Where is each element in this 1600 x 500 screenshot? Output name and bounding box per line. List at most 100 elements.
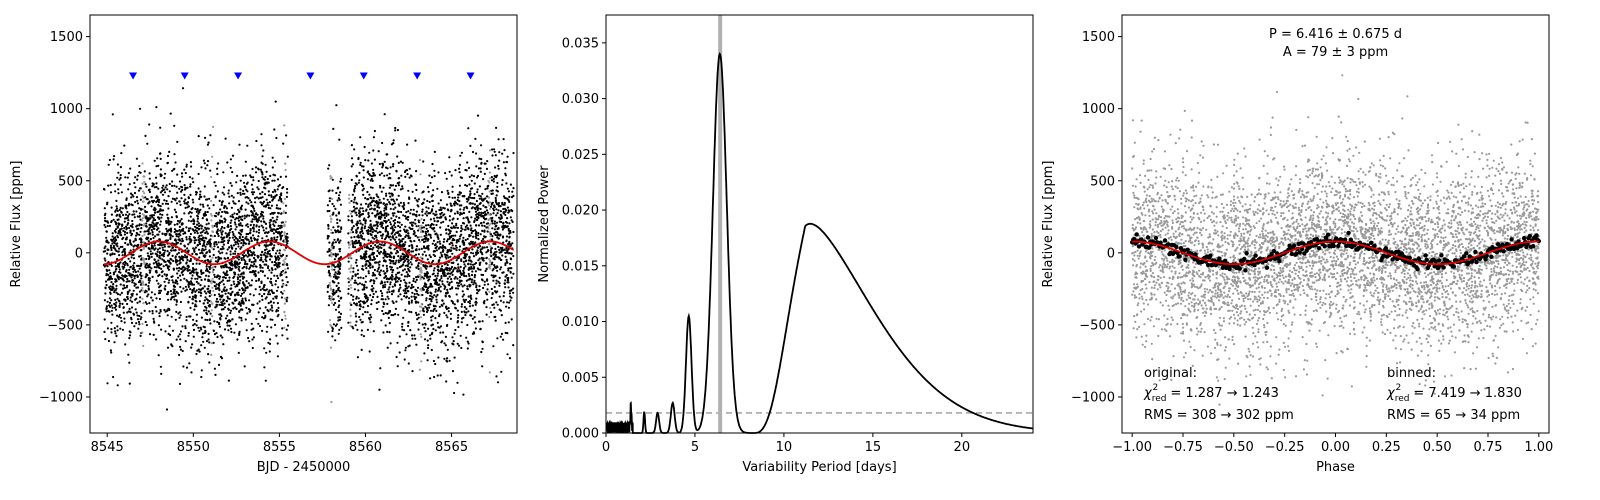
light-curve-point [233, 282, 236, 286]
light-curve-point [243, 255, 246, 258]
light-curve-point [434, 288, 437, 291]
light-curve-point [238, 316, 241, 319]
light-curve-point [418, 321, 421, 325]
light-curve-point [464, 265, 467, 268]
light-curve-point [239, 308, 242, 311]
light-curve-point [175, 230, 178, 233]
light-curve-point [338, 328, 341, 331]
light-curve-point [414, 337, 417, 340]
light-curve-point [194, 290, 197, 293]
light-curve-point [371, 295, 375, 299]
light-curve-point [457, 263, 460, 266]
light-curve-point [117, 275, 120, 279]
light-curve-point [187, 229, 190, 233]
light-curve-point [139, 241, 142, 244]
light-curve-point [161, 246, 164, 249]
light-curve-point [242, 181, 246, 184]
light-curve-point [133, 181, 136, 185]
light-curve-point [262, 226, 265, 229]
light-curve-point [168, 245, 171, 248]
light-curve-point [504, 321, 507, 324]
light-curve-point [335, 214, 338, 217]
light-curve-point [413, 239, 416, 243]
light-curve-point [121, 302, 124, 305]
light-curve-point [333, 273, 336, 276]
light-curve-point [195, 268, 198, 271]
light-curve-point [138, 215, 141, 218]
light-curve-point [247, 336, 250, 340]
light-curve-point [163, 233, 166, 236]
light-curve-point [461, 221, 465, 225]
light-curve-point [223, 286, 226, 289]
light-curve-point [253, 253, 256, 257]
light-curve-point [455, 246, 458, 249]
light-curve-point [364, 202, 368, 205]
light-curve-point [114, 228, 118, 231]
light-curve-point [201, 217, 204, 220]
light-curve-point [183, 268, 186, 271]
light-curve-point [126, 264, 129, 267]
light-curve-point [350, 178, 353, 181]
light-curve-point [417, 313, 420, 316]
light-curve-point [340, 326, 343, 329]
light-curve-point [187, 249, 190, 252]
light-curve-point [108, 269, 111, 272]
light-curve-point [209, 312, 212, 315]
light-curve-point [114, 209, 117, 212]
light-curve-point [370, 279, 373, 282]
light-curve-point [357, 276, 360, 279]
light-curve-point [197, 236, 200, 239]
light-curve-point [262, 220, 265, 223]
light-curve-point [167, 290, 170, 294]
light-curve-point [190, 371, 193, 374]
light-curve-point [330, 231, 333, 234]
light-curve-point [230, 261, 233, 264]
light-curve-point [267, 250, 270, 253]
light-curve-point [188, 237, 191, 240]
light-curve-point [450, 271, 453, 274]
light-curve-point [423, 219, 426, 222]
light-curve-point [238, 269, 241, 272]
light-curve-point [175, 300, 178, 303]
light-curve-point [195, 253, 198, 256]
light-curve-point [336, 277, 339, 280]
light-curve-point [264, 163, 267, 166]
light-curve-point [224, 257, 227, 260]
light-curve-point [144, 301, 147, 304]
light-curve-point [122, 213, 125, 217]
light-curve-point [203, 195, 206, 198]
light-curve-point [171, 246, 175, 249]
light-curve-point [328, 274, 331, 277]
light-curve-point [347, 232, 350, 235]
light-curve-point [178, 255, 181, 258]
light-curve-point [273, 323, 277, 326]
light-curve-point [254, 265, 257, 268]
light-curve-point [181, 175, 184, 178]
light-curve-point [188, 296, 191, 299]
light-curve-point [140, 258, 143, 261]
light-curve-point [440, 191, 444, 194]
light-curve-point [487, 243, 491, 246]
light-curve-point [409, 266, 412, 269]
light-curve-point [192, 328, 196, 331]
light-curve-point [481, 320, 484, 323]
light-curve-point [359, 161, 362, 164]
light-curve-point [333, 291, 336, 294]
light-curve-point [502, 207, 505, 211]
light-curve-point [139, 230, 142, 233]
light-curve-point [490, 251, 493, 254]
light-curve-point [204, 245, 207, 248]
light-curve-point [252, 336, 255, 339]
light-curve-point [262, 205, 266, 208]
light-curve-point [424, 224, 428, 227]
light-curve-point [389, 262, 392, 265]
light-curve-point [119, 302, 122, 305]
light-curve-point [232, 307, 235, 310]
light-curve-point [113, 239, 117, 243]
light-curve-point [248, 214, 251, 217]
light-curve-point [390, 256, 393, 259]
light-curve-point [264, 187, 267, 190]
light-curve-point [192, 268, 195, 271]
light-curve-point [328, 209, 331, 213]
light-curve-point [478, 285, 481, 288]
